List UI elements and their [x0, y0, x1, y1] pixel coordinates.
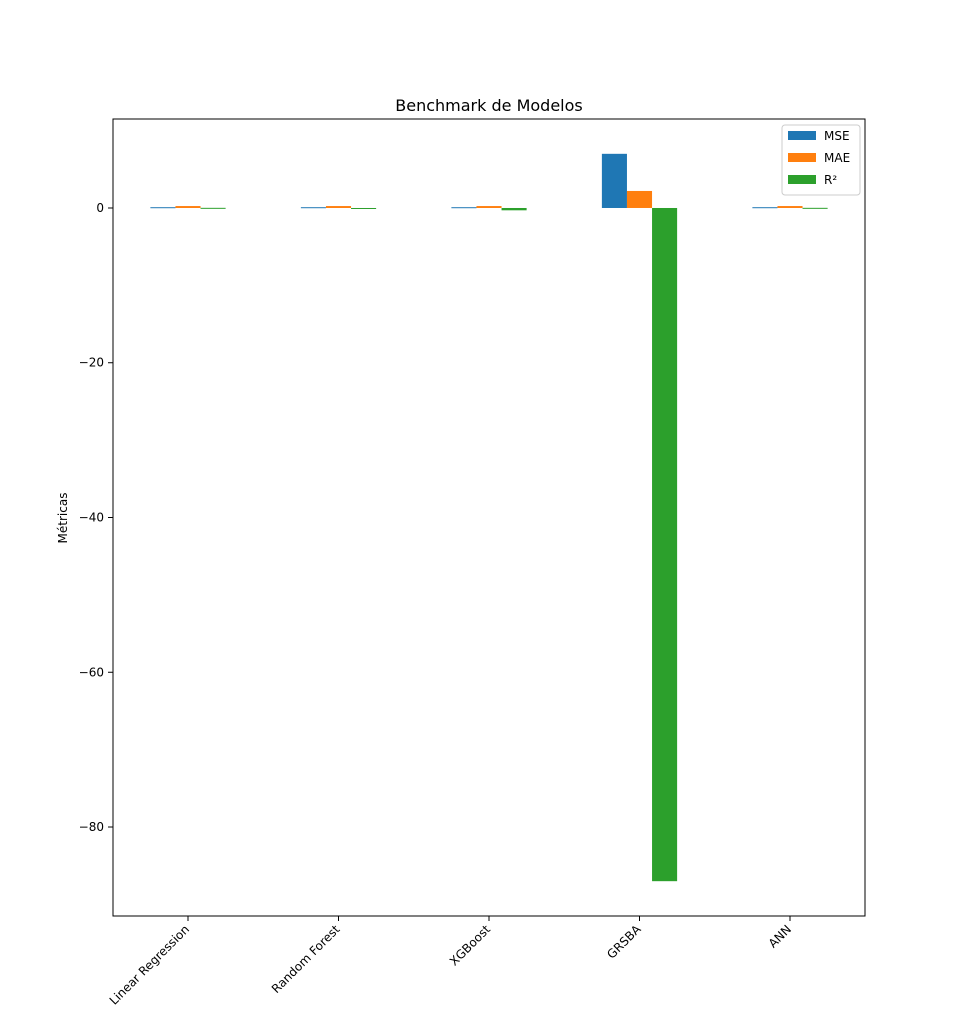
x-tick-label: Linear Regression: [107, 922, 192, 1007]
bar-mae-4: [777, 206, 803, 208]
legend-swatch-2: [788, 175, 816, 184]
y-tick-label: 0: [96, 201, 104, 215]
bar-r-3: [652, 207, 678, 882]
y-tick-label: −60: [79, 665, 104, 679]
bar-mse-2: [451, 207, 477, 209]
plot-frame: [112, 118, 866, 917]
bar-mse-0: [150, 207, 176, 209]
x-tick-label: ANN: [766, 922, 794, 950]
bar-mae-0: [175, 206, 201, 208]
legend-swatch-1: [788, 153, 816, 162]
y-axis: 0 −20 −40 −60 −80: [79, 201, 113, 834]
bars-layer: [150, 153, 828, 882]
bar-mae-3: [626, 190, 653, 208]
chart-title: Benchmark de Modelos: [395, 96, 582, 115]
legend: MSE MAE R²: [781, 124, 861, 196]
legend-label-2: R²: [824, 173, 837, 187]
y-axis-label: Métricas: [56, 493, 70, 544]
legend-swatch-0: [788, 131, 816, 140]
x-tick-label: Random Forest: [269, 922, 343, 996]
bar-r-1: [351, 207, 377, 209]
x-axis: Linear Regression Random Forest XGBoost GRS…: [107, 916, 794, 1008]
y-tick-label: −40: [79, 511, 104, 525]
bar-r-0: [200, 207, 226, 209]
bar-r-2: [501, 207, 527, 211]
x-tick-label: GRSBA: [604, 922, 644, 962]
bar-mae-2: [476, 206, 502, 208]
x-tick-label: XGBoost: [447, 922, 493, 968]
bar-r-4: [802, 207, 828, 209]
legend-label-0: MSE: [824, 129, 850, 143]
y-tick-label: −20: [79, 356, 104, 370]
legend-label-1: MAE: [824, 151, 850, 165]
bar-mae-1: [325, 206, 352, 208]
bar-mse-1: [300, 207, 326, 209]
y-tick-label: −80: [79, 820, 104, 834]
bar-mse-3: [601, 153, 627, 208]
bar-mse-4: [752, 207, 778, 209]
